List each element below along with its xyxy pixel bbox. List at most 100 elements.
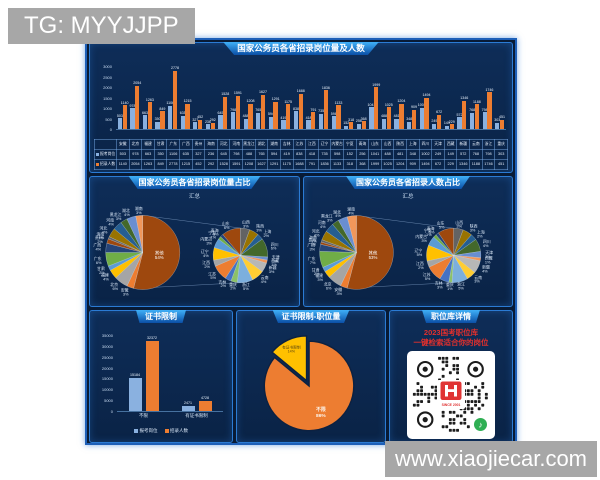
table-cell: 645: [216, 149, 231, 160]
table-header-cell: 广东: [166, 139, 181, 150]
bar-报考岗位: [331, 116, 336, 129]
pie-label-天津: 天津 2%: [485, 250, 493, 259]
bar-value-label: 4728: [201, 395, 209, 400]
bar-plot: 15184 32372 2471 4728: [117, 335, 223, 412]
table-header-cell: 安徽: [116, 139, 130, 150]
pie-label-山东: 山东 5%: [437, 221, 445, 230]
bar-招录人数: [499, 119, 505, 129]
pie-label-内蒙古: 内蒙古 3%: [415, 234, 427, 243]
position-share-pie-chart: 其他 54% 安徽 3% 北京 6% 福建 4% 甘肃 2% 广东 6% 广西 4% 贵州 2% 海南 1% 河北 4…: [92, 198, 297, 305]
table-cell: 598: [330, 149, 344, 160]
bar-value-label: 663: [142, 110, 149, 115]
bar-招录人数: [198, 119, 203, 129]
pie-label-山东: 山东 6%: [222, 221, 230, 230]
bar-value-label: 1106: [166, 101, 175, 106]
bar-value-label: 1025: [384, 102, 393, 107]
bar-报考岗位: [419, 107, 424, 129]
bar-报考岗位: [369, 107, 374, 129]
table-cell: 663: [141, 149, 155, 160]
bar-招录人数: [487, 92, 492, 129]
pie-label-新疆: 新疆 4%: [482, 264, 490, 273]
pie-label-广西: 广西 4%: [93, 243, 101, 252]
bar-group: 663 1263: [141, 66, 154, 129]
bar-group: 418 791: [305, 66, 318, 129]
pie-slice-湖南: [347, 215, 357, 253]
table-header-cell: 新疆: [456, 139, 471, 150]
chart-legend: 报考岗位 招录人数: [95, 428, 227, 434]
bar-group: 327 452: [191, 66, 204, 129]
pie-label-山西: 山西 3%: [455, 220, 463, 229]
pie-label-吉林: 吉林 2%: [218, 279, 226, 288]
table-header-cell: 江苏: [292, 139, 307, 150]
table-cell: 1494: [418, 159, 433, 170]
table-header-cell: 吉林: [279, 139, 294, 150]
bar-报考岗位: [117, 118, 123, 129]
bar-group: 152 318: [342, 66, 355, 129]
bar-招录人数: [399, 103, 404, 129]
pie-label-新疆: 新疆 3%: [269, 265, 277, 274]
bar-报考岗位: [432, 123, 437, 129]
pie-label-湖北: 湖北 4%: [333, 209, 341, 218]
bar-value-label: 1591: [233, 91, 242, 96]
table-header-cell: 黑龙江: [242, 139, 256, 150]
y-tick-label: 30000: [101, 343, 113, 349]
panel-province-bar: 国家公务员各省招录岗位量及人数 0 500 1000 1500 2000 2500 3000…: [89, 42, 513, 173]
table-cell: 572: [456, 149, 471, 160]
pie-label-江苏: 江苏 5%: [208, 271, 216, 280]
bar-value-label: 318: [348, 117, 355, 122]
table-header-cell: 山西: [380, 139, 395, 150]
pie-label-陕西: 陕西 3%: [256, 223, 264, 232]
table-cell: 368: [355, 159, 370, 170]
bar-value-label: 1688: [296, 89, 305, 94]
pie-label-海南: 海南 1%: [309, 235, 317, 244]
bar-招录人数: [135, 85, 140, 129]
table-cell: 1140: [116, 159, 130, 170]
bar-招录人数: [348, 122, 354, 129]
bar-报考岗位: [230, 112, 236, 129]
bar-value-label: 1746: [485, 87, 494, 92]
y-tick-label: 0: [109, 127, 112, 132]
table-header-cell: 北京: [128, 139, 143, 150]
pie-label-不限: 不限 86%: [316, 406, 326, 419]
bar-招录人数: [449, 124, 454, 129]
bar-招录人数: [474, 104, 479, 129]
bar-value-label: 765: [255, 108, 262, 113]
table-cell: 256: [355, 149, 370, 160]
bar-group: 572 1346: [456, 66, 468, 129]
bar-招录人数: [185, 103, 190, 129]
table-cell: 978: [128, 149, 143, 160]
bar-value-label: 149: [443, 121, 450, 126]
y-tick-label: 0: [110, 409, 113, 414]
y-tick-label: 10000: [101, 387, 113, 393]
bar-group: 1002 1494: [418, 66, 431, 129]
panel-headcount-share: 国家公务员各省招录人数占比 汇总 其他 53% 安徽 3% 北京 6% 福建 3% 甘肃 2% 广东…: [303, 176, 513, 307]
table-header-cell: 天津: [431, 139, 445, 150]
table-header-cell: 陕西: [393, 139, 408, 150]
bar-value-label: 1208: [246, 99, 255, 104]
y-tick-label: 1500: [103, 95, 112, 101]
bar-value-label: 249: [431, 119, 438, 124]
table-cell: 2778: [166, 159, 181, 170]
bar-value-label: 598: [330, 111, 337, 116]
bar-value-label: 1215: [183, 99, 192, 103]
bar-value-label: 418: [305, 115, 312, 120]
headcount_share_pie-svg: 其他 53% 安徽 3%北京 6%福建 3%甘肃 2% 广东 7% 广西 3%贵州 1%海南 1%河北 4…: [307, 207, 493, 297]
qr-badge-text: SINCE 2001: [442, 403, 461, 407]
dashboard-board: 国家公务员各省招录岗位量及人数 0 500 1000 1500 2000 2500 3000…: [85, 38, 517, 445]
bar-报考岗位: [193, 122, 198, 129]
bar-group: 1106 2778: [166, 66, 179, 129]
pie-label-湖南: 湖南 4%: [347, 207, 355, 216]
bar-value-label: 303: [494, 118, 501, 123]
bar-group: 735 1836: [317, 66, 330, 129]
bar-value-label: 419: [280, 115, 287, 120]
bar-报考岗位: [268, 116, 273, 129]
pie-label-湖南: 湖南 3%: [135, 206, 143, 215]
table-cell: 452: [191, 159, 206, 170]
bar-value-label: 791: [310, 107, 317, 112]
table-header-cell: 浙江: [481, 139, 496, 150]
table-cell: 1627: [254, 159, 269, 170]
pie-label-海南: 海南 1%: [96, 231, 104, 240]
pie-label-甘肃: 甘肃 2%: [97, 266, 105, 275]
pie-label-河南: 河南 4%: [106, 217, 114, 226]
legend-item: 招录人数: [164, 428, 188, 434]
